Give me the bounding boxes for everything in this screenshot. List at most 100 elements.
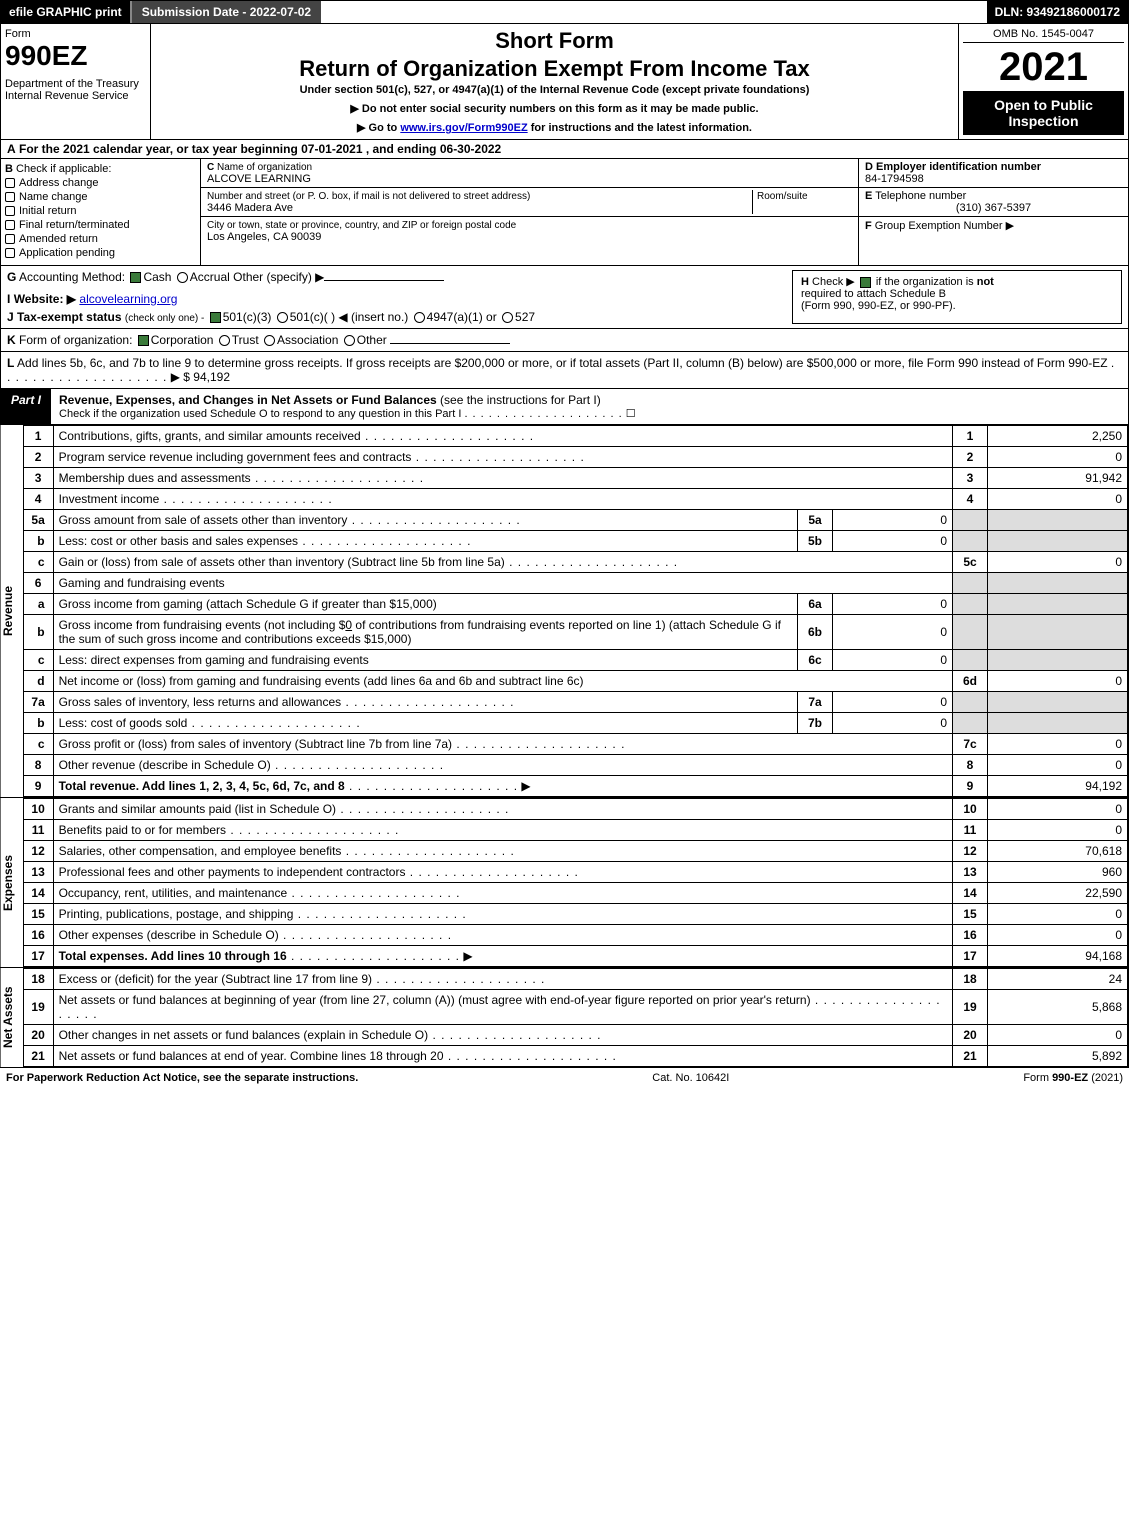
val-6d: 0 <box>988 671 1128 692</box>
E-label: E <box>865 190 872 202</box>
top-bar: efile GRAPHIC print Submission Date - 20… <box>0 0 1129 24</box>
chk-name-change[interactable]: Name change <box>5 191 196 203</box>
chk-accrual[interactable] <box>177 272 188 283</box>
J-opt1: 501(c)( ) ◀ (insert no.) <box>290 310 409 324</box>
H-label: H <box>801 276 809 288</box>
instruction-ssn: ▶ Do not enter social security numbers o… <box>159 102 950 115</box>
chk-application-pending[interactable]: Application pending <box>5 247 196 259</box>
line-6b: bGross income from fundraising events (n… <box>23 615 1127 650</box>
val-7b: 0 <box>833 713 953 734</box>
form-word: Form <box>5 28 146 40</box>
J-note: (check only one) - <box>125 313 204 324</box>
org-city: Los Angeles, CA 90039 <box>207 231 321 243</box>
chk-501c3[interactable] <box>210 312 221 323</box>
line-5a: 5aGross amount from sale of assets other… <box>23 510 1127 531</box>
section-H: H Check ▶ if the organization is not req… <box>792 270 1122 324</box>
efile-label[interactable]: efile GRAPHIC print <box>1 1 130 23</box>
val-21: 5,892 <box>988 1046 1128 1067</box>
H-text2: required to attach Schedule B <box>801 288 946 300</box>
chk-501c[interactable] <box>277 312 288 323</box>
line-4: 4Investment income40 <box>23 489 1127 510</box>
K-opt2: Association <box>277 333 338 347</box>
chk-amended-return[interactable]: Amended return <box>5 233 196 245</box>
chk-final-return[interactable]: Final return/terminated <box>5 219 196 231</box>
J-opt2: 4947(a)(1) or <box>427 310 497 324</box>
L-val: 94,192 <box>193 370 230 384</box>
form-subtitle: Under section 501(c), 527, or 4947(a)(1)… <box>159 84 950 96</box>
G-accrual: Accrual <box>190 270 230 284</box>
line-16: 16Other expenses (describe in Schedule O… <box>23 925 1127 946</box>
netassets-label: Net Assets <box>1 968 23 1067</box>
val-18: 24 <box>988 969 1128 990</box>
irs-link[interactable]: www.irs.gov/Form990EZ <box>400 122 527 134</box>
val-19: 5,868 <box>988 990 1128 1025</box>
chk-trust[interactable] <box>219 335 230 346</box>
line-19: 19Net assets or fund balances at beginni… <box>23 990 1127 1025</box>
footer-mid: Cat. No. 10642I <box>652 1072 729 1084</box>
chk-initial-return[interactable]: Initial return <box>5 205 196 217</box>
chk-cash[interactable] <box>130 272 141 283</box>
G-other-input[interactable] <box>324 280 444 281</box>
H-pre: Check ▶ <box>812 276 858 288</box>
chk-other-org[interactable] <box>344 335 355 346</box>
K-text: Form of organization: <box>19 333 132 347</box>
line-8: 8Other revenue (describe in Schedule O)8… <box>23 755 1127 776</box>
section-B: B Check if applicable: Address change Na… <box>1 159 201 265</box>
D-label: D <box>865 161 873 173</box>
line-9: 9Total revenue. Add lines 1, 2, 3, 4, 5c… <box>23 776 1127 797</box>
line-1: 1Contributions, gifts, grants, and simil… <box>23 426 1127 447</box>
val-2: 0 <box>988 447 1128 468</box>
line-15: 15Printing, publications, postage, and s… <box>23 904 1127 925</box>
G-text: Accounting Method: <box>19 270 125 284</box>
header-mid: Short Form Return of Organization Exempt… <box>151 24 958 139</box>
header-right: OMB No. 1545-0047 2021 Open to Public In… <box>958 24 1128 139</box>
val-13: 960 <box>988 862 1128 883</box>
chk-4947[interactable] <box>414 312 425 323</box>
chk-assoc[interactable] <box>264 335 275 346</box>
part-I-title: Revenue, Expenses, and Changes in Net As… <box>51 389 1128 424</box>
val-5c: 0 <box>988 552 1128 573</box>
line-5c: cGain or (loss) from sale of assets othe… <box>23 552 1127 573</box>
footer-right: Form 990-EZ (2021) <box>1023 1072 1123 1084</box>
line-6c: cLess: direct expenses from gaming and f… <box>23 650 1127 671</box>
line-A: A For the 2021 calendar year, or tax yea… <box>0 140 1129 159</box>
I-label: I <box>7 292 10 306</box>
line-6a: aGross income from gaming (attach Schedu… <box>23 594 1127 615</box>
ein-value: 84-1794598 <box>865 173 924 185</box>
val-5a: 0 <box>833 510 953 531</box>
line-21: 21Net assets or fund balances at end of … <box>23 1046 1127 1067</box>
C-name-lbl: Name of organization <box>217 162 312 173</box>
val-11: 0 <box>988 820 1128 841</box>
netassets-table: 18Excess or (deficit) for the year (Subt… <box>23 968 1128 1067</box>
dept-label: Department of the Treasury Internal Reve… <box>5 78 146 102</box>
section-C: C Name of organization ALCOVE LEARNING N… <box>201 159 858 265</box>
val-9: 94,192 <box>988 776 1128 797</box>
expenses-section: Expenses 10Grants and similar amounts pa… <box>0 798 1129 968</box>
line-5b: bLess: cost or other basis and sales exp… <box>23 531 1127 552</box>
B-label: B <box>5 163 13 175</box>
section-DEF: D Employer identification number 84-1794… <box>858 159 1128 265</box>
J-opt0: 501(c)(3) <box>223 310 272 324</box>
H-text3: (Form 990, 990-EZ, or 990-PF). <box>801 300 956 312</box>
B-text: Check if applicable: <box>16 163 111 175</box>
line-3: 3Membership dues and assessments391,942 <box>23 468 1127 489</box>
website-link[interactable]: alcovelearning.org <box>79 292 177 306</box>
K-other-input[interactable] <box>390 343 510 344</box>
val-3: 91,942 <box>988 468 1128 489</box>
chk-corp[interactable] <box>138 335 149 346</box>
line-14: 14Occupancy, rent, utilities, and mainte… <box>23 883 1127 904</box>
A-label: A <box>7 142 16 156</box>
line-7a: 7aGross sales of inventory, less returns… <box>23 692 1127 713</box>
chk-H[interactable] <box>860 277 871 288</box>
D-text: Employer identification number <box>876 161 1041 173</box>
part-I-header: Part I Revenue, Expenses, and Changes in… <box>0 389 1129 425</box>
submission-date: Submission Date - 2022-07-02 <box>130 1 321 23</box>
part-I-checkbox[interactable]: ☐ <box>626 408 636 420</box>
line-7c: cGross profit or (loss) from sales of in… <box>23 734 1127 755</box>
H-post: if the organization is <box>873 276 977 288</box>
chk-527[interactable] <box>502 312 513 323</box>
chk-address-change[interactable]: Address change <box>5 177 196 189</box>
val-6a: 0 <box>833 594 953 615</box>
org-name: ALCOVE LEARNING <box>207 173 311 185</box>
J-label: J <box>7 310 14 324</box>
